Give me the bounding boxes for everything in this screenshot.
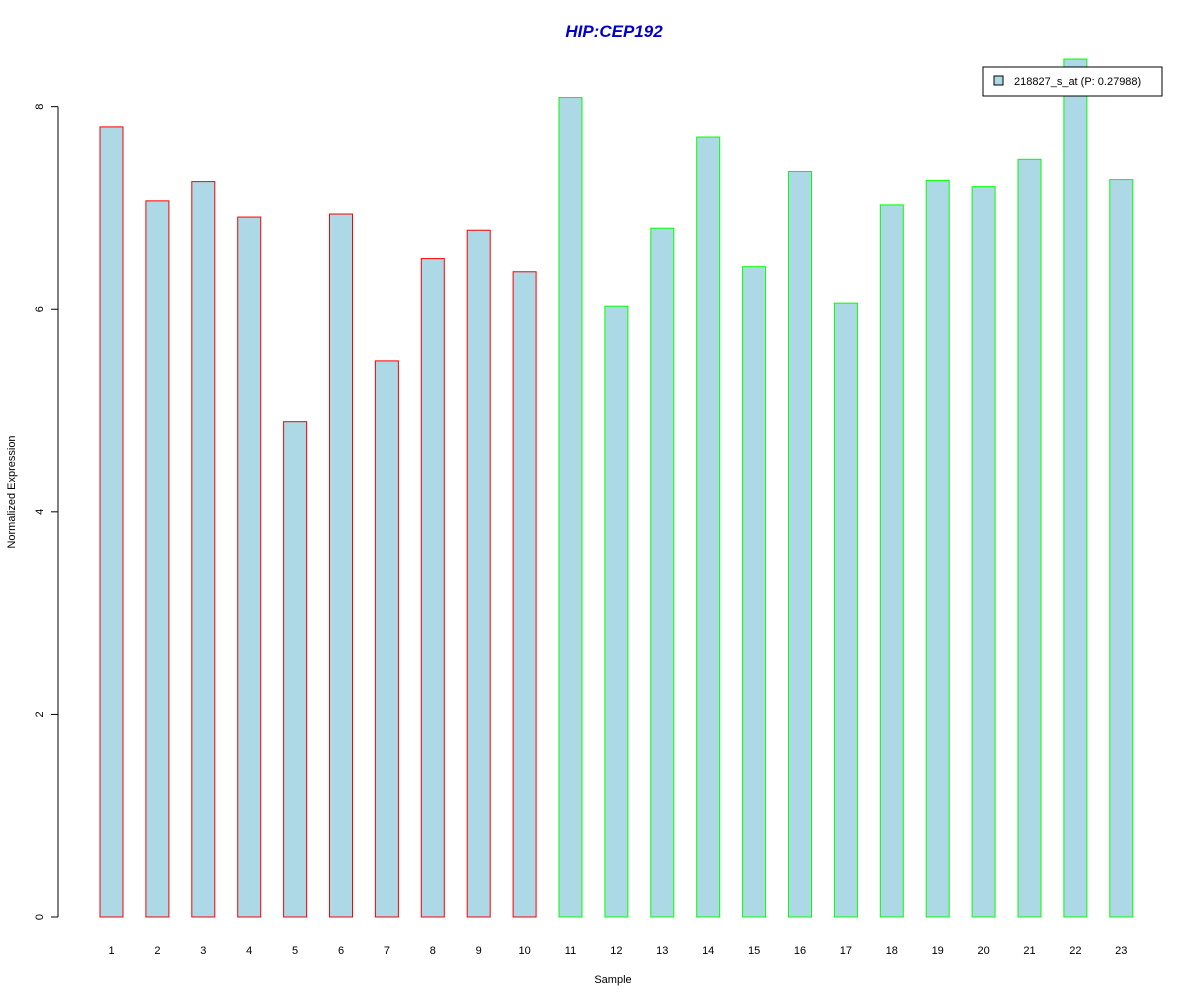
x-tick-label: 15 [748,945,760,957]
bar [1017,158,1042,918]
x-tick-label: 3 [200,945,206,957]
bar [1109,179,1134,918]
x-tick-label: 22 [1069,945,1081,957]
bar [512,271,537,918]
bar [283,421,308,918]
legend: 218827_s_at (P: 0.27988) [982,66,1163,97]
x-tick-label: 6 [338,945,344,957]
bar [833,302,858,918]
x-tick-label: 16 [794,945,806,957]
x-tick-label: 7 [384,945,390,957]
y-tick-label: 6 [34,306,46,312]
x-tick-label: 18 [886,945,898,957]
bar [420,258,445,918]
x-tick-label: 5 [292,945,298,957]
x-tick-label: 13 [656,945,668,957]
x-tick-label: 12 [610,945,622,957]
bar [558,97,583,918]
legend-label: 218827_s_at (P: 0.27988) [1014,76,1141,88]
y-tick-label: 8 [34,104,46,110]
bar [604,305,629,918]
y-tick-label: 4 [34,509,46,515]
x-tick-labels: 1 2 3 4 5 6 7 8 9 10 11 12 13 14 15 16 17 18 19 20 21 22 23 [108,945,1127,957]
y-axis: 0 2 4 6 8 [34,104,59,920]
x-tick-label: 17 [840,945,852,957]
x-tick-label: 14 [702,945,714,957]
x-tick-label: 10 [518,945,530,957]
bar [971,186,996,918]
y-axis-label: Normalized Expression [6,435,18,548]
bar [374,360,399,918]
bar [466,229,491,918]
x-tick-label: 8 [430,945,436,957]
x-tick-label: 23 [1115,945,1127,957]
x-axis-label: Sample [594,974,631,986]
x-tick-label: 11 [565,945,576,957]
bar [145,200,170,918]
bar [329,213,353,918]
x-tick-label: 9 [476,945,482,957]
bar [788,170,812,918]
bar [191,181,216,918]
bar [925,180,950,918]
x-tick-label: 19 [932,945,944,957]
bar [696,136,721,918]
x-tick-label: 1 [108,945,114,957]
bar [650,227,675,918]
bar [879,204,904,918]
y-tick-label: 0 [34,914,46,920]
x-tick-label: 4 [246,945,252,957]
x-tick-label: 21 [1023,945,1035,957]
bar [99,126,124,918]
y-tick-label: 2 [34,711,46,717]
chart-title: HIP:CEP192 [565,22,663,41]
bar [742,266,767,918]
x-tick-label: 2 [154,945,160,957]
legend-swatch [993,75,1004,86]
bar [1063,58,1088,918]
legend-box [982,66,1163,97]
bars [99,58,1134,918]
bar [237,216,262,918]
x-tick-label: 20 [977,945,989,957]
